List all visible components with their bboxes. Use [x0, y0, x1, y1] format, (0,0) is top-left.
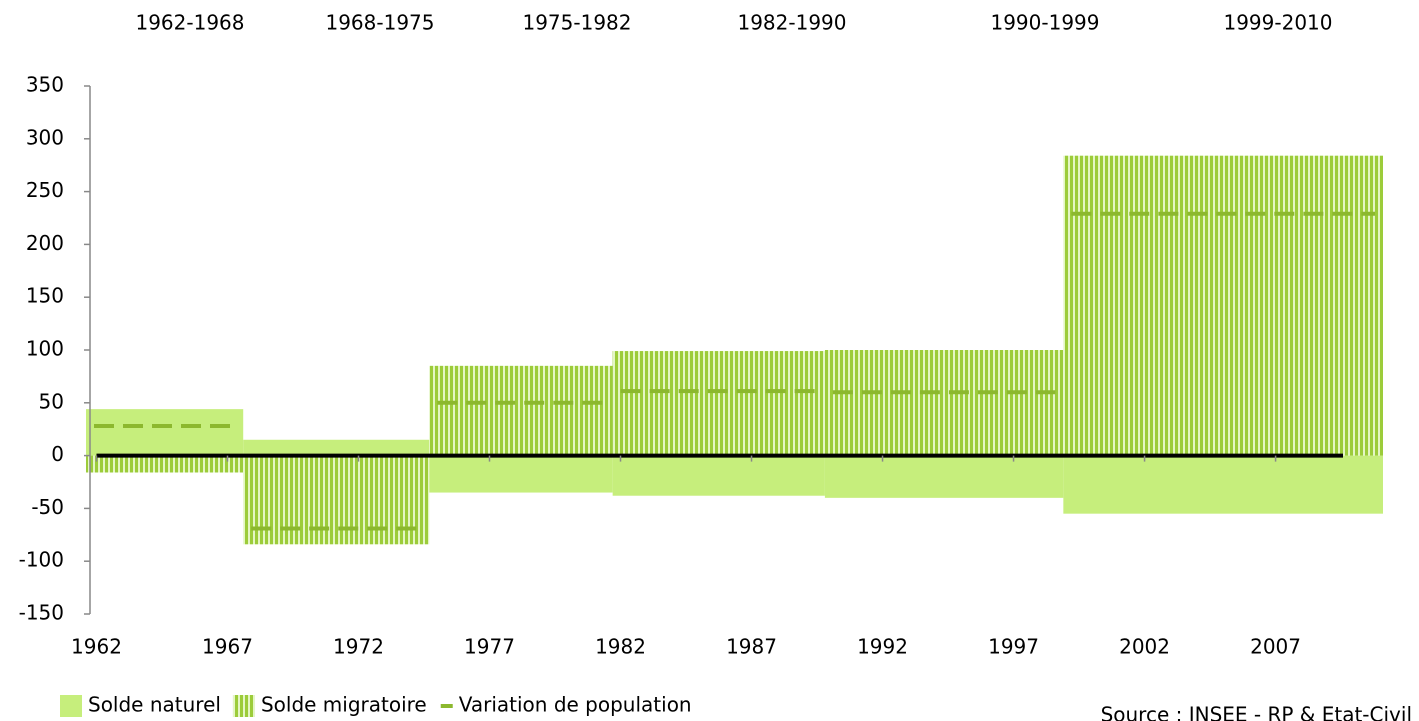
- bar: [243, 455, 430, 545]
- x-tick-label: 1992: [857, 635, 908, 659]
- period-label: 1975-1982: [522, 11, 631, 35]
- y-tick-label: 200: [26, 231, 64, 255]
- period-label: 1999-2010: [1223, 11, 1332, 35]
- bar: [1063, 455, 1383, 514]
- bar: [86, 455, 244, 473]
- legend-swatch: [232, 695, 255, 717]
- y-tick-label: -50: [31, 495, 64, 519]
- y-tick-label: 250: [26, 178, 64, 202]
- x-tick-label: 1962: [71, 635, 122, 659]
- period-label: 1962-1968: [135, 11, 244, 35]
- legend-label: Variation de population: [459, 693, 692, 717]
- x-tick-label: 1967: [202, 635, 253, 659]
- bar: [429, 455, 613, 493]
- source: Source : INSEE - RP & Etat-Civil: [1101, 703, 1412, 721]
- y-tick-label: -100: [19, 548, 64, 572]
- y-tick-label: 100: [26, 337, 64, 361]
- x-tick-label: 1972: [333, 635, 384, 659]
- x-tick-label: 2007: [1250, 635, 1301, 659]
- x-tick-label: 1982: [595, 635, 646, 659]
- y-tick-label: -150: [19, 601, 64, 625]
- y-tick-label: 150: [26, 284, 64, 308]
- x-tick-label: 1987: [726, 635, 777, 659]
- bar: [1063, 155, 1383, 456]
- legend-label: Solde migratoire: [261, 693, 427, 717]
- period-label: 1982-1990: [737, 11, 846, 35]
- bar: [824, 350, 1064, 456]
- bar: [86, 409, 244, 456]
- y-tick-label: 0: [51, 442, 64, 466]
- y-tick-label: 350: [26, 73, 64, 97]
- bar: [612, 455, 825, 496]
- y-tick-label: 300: [26, 125, 64, 149]
- legend-swatch: [60, 695, 82, 717]
- y-tick-label: 50: [39, 389, 64, 413]
- bar: [243, 439, 430, 456]
- period-label: 1968-1975: [325, 11, 434, 35]
- bar: [824, 455, 1064, 498]
- bar: [612, 351, 825, 456]
- legend-label: Solde naturel: [88, 693, 221, 717]
- bar: [429, 365, 613, 456]
- period-label: 1990-1999: [990, 11, 1099, 35]
- x-tick-label: 2002: [1119, 635, 1170, 659]
- x-tick-label: 1977: [464, 635, 515, 659]
- x-tick-label: 1997: [988, 635, 1039, 659]
